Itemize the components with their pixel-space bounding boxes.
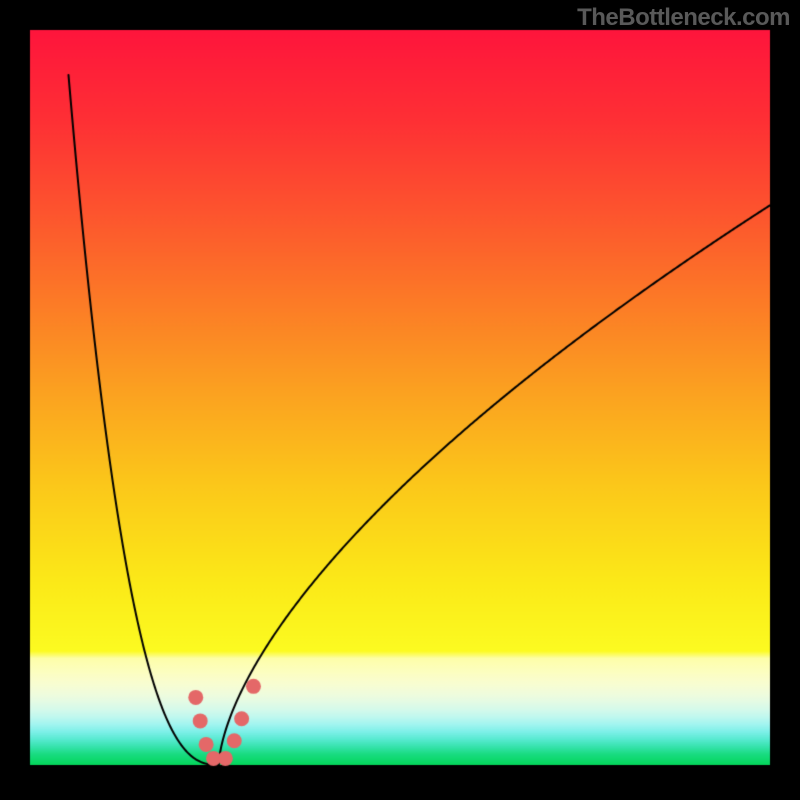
watermark-text: TheBottleneck.com (577, 4, 790, 32)
chart-container: TheBottleneck.com (0, 0, 800, 800)
bottleneck-chart (0, 0, 800, 800)
